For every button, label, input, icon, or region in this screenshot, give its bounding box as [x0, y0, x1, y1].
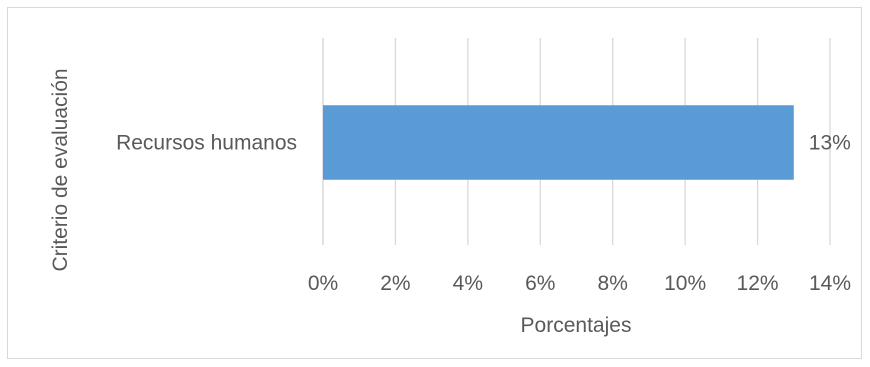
- x-tick-label: 4%: [453, 272, 483, 295]
- bars: [323, 105, 794, 180]
- x-tick-label: 6%: [525, 272, 555, 295]
- data-label: 13%: [809, 132, 851, 155]
- category-label: Recursos humanos: [116, 132, 297, 155]
- x-axis-title: Porcentajes: [521, 314, 632, 337]
- chart-frame: [7, 7, 862, 359]
- x-tick-label: 8%: [598, 272, 628, 295]
- x-tick-label: 10%: [664, 272, 706, 295]
- y-axis-title: Criterio de evaluación: [49, 68, 72, 271]
- x-tick-label: 14%: [809, 272, 851, 295]
- bar: [323, 105, 794, 180]
- x-tick-label: 12%: [737, 272, 779, 295]
- labels: 0% 2% 4% 6% 8% 10% 12% 14% Recursos humanos 13%: [116, 132, 851, 296]
- x-tick-label: 2%: [380, 272, 410, 295]
- x-tick-label: 0%: [308, 272, 338, 295]
